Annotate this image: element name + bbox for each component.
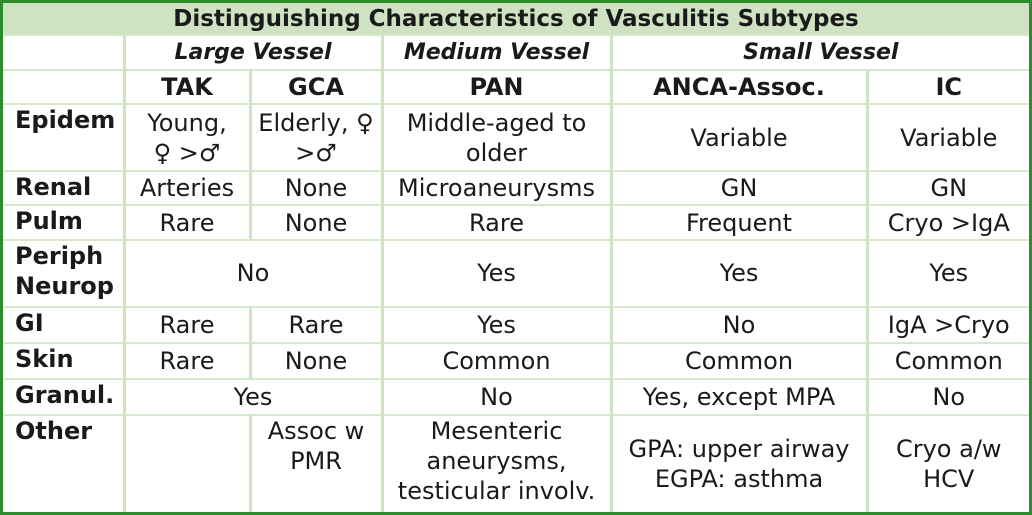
cell-granul-anca: Yes, except MPA <box>609 378 867 415</box>
table-row-periph: Periph Neurop No Yes Yes Yes <box>3 238 1029 307</box>
cell-other-anca: GPA: upper airway EGPA: asthma <box>609 413 867 512</box>
row-label-periph: Periph Neurop <box>3 238 124 307</box>
cell-renal-ic: GN <box>865 169 1029 206</box>
row-label-line: Neurop <box>15 271 114 300</box>
cell-pulm-gca: None <box>248 204 382 240</box>
cell-line: HCV <box>923 464 975 493</box>
cell-line: Middle-aged to <box>406 108 587 137</box>
cell-granul-pan: No <box>380 378 611 415</box>
cell-granul-ic: No <box>865 378 1029 415</box>
cell-line: Mesenteric <box>430 416 563 445</box>
table-row-pulm: Pulm Rare None Rare Frequent Cryo >IgA <box>3 204 1029 240</box>
cell-gi-pan: Yes <box>380 305 611 343</box>
cell-other-pan: Mesenteric aneurysms, testicular involv. <box>380 413 611 512</box>
cell-pulm-pan: Rare <box>380 204 611 240</box>
vasculitis-table: Distinguishing Characteristics of Vascul… <box>3 3 1029 512</box>
title-row: Distinguishing Characteristics of Vascul… <box>3 3 1029 36</box>
cell-pulm-ic: Cryo >IgA <box>865 204 1029 240</box>
cell-other-gca: Assoc w PMR <box>248 413 382 512</box>
cell-gi-gca: Rare <box>248 305 382 343</box>
row-label-skin: Skin <box>3 341 124 380</box>
cell-line: older <box>465 138 528 167</box>
row-label-granul: Granul. <box>3 378 124 415</box>
column-header-gca: GCA <box>248 68 382 105</box>
cell-periph-anca: Yes <box>609 238 867 307</box>
cell-line: Assoc w <box>267 416 365 445</box>
column-header-pan: PAN <box>380 68 611 105</box>
table-row-granul: Granul. Yes No Yes, except MPA No <box>3 378 1029 415</box>
column-header-tak: TAK <box>122 68 250 105</box>
cell-pulm-tak: Rare <box>122 204 250 240</box>
cell-skin-anca: Common <box>609 341 867 380</box>
corner-cell <box>3 34 124 70</box>
cell-line: testicular involv. <box>397 476 596 505</box>
cell-gi-ic: IgA >Cryo <box>865 305 1029 343</box>
vessel-size-row: Large Vessel Medium Vessel Small Vessel <box>3 34 1029 70</box>
cell-epidem-tak: Young, ♀ >♂ <box>122 103 250 171</box>
table-row-gi: GI Rare Rare Yes No IgA >Cryo <box>3 305 1029 343</box>
cell-renal-gca: None <box>248 169 382 206</box>
cell-granul-tak-gca: Yes <box>122 378 382 415</box>
column-header-row: TAK GCA PAN ANCA-Assoc. IC <box>3 68 1029 105</box>
medium-vessel-header: Medium Vessel <box>380 34 611 70</box>
corner-cell <box>3 68 124 105</box>
cell-line: Elderly, ♀ <box>258 108 374 137</box>
row-label-epidem: Epidem <box>3 103 124 171</box>
large-vessel-header: Large Vessel <box>122 34 382 70</box>
cell-pulm-anca: Frequent <box>609 204 867 240</box>
cell-gi-anca: No <box>609 305 867 343</box>
cell-skin-ic: Common <box>865 341 1029 380</box>
cell-skin-tak: Rare <box>122 341 250 380</box>
cell-line: EGPA: asthma <box>654 464 824 493</box>
cell-line: GPA: upper airway <box>628 434 850 463</box>
cell-skin-gca: None <box>248 341 382 380</box>
row-label-other: Other <box>3 413 124 512</box>
column-header-ic: IC <box>865 68 1029 105</box>
cell-line: aneurysms, <box>426 446 567 475</box>
table-title: Distinguishing Characteristics of Vascul… <box>3 3 1029 36</box>
table-row-renal: Renal Arteries None Microaneurysms GN GN <box>3 169 1029 206</box>
cell-line: Cryo a/w <box>895 434 1002 463</box>
cell-renal-tak: Arteries <box>122 169 250 206</box>
cell-renal-anca: GN <box>609 169 867 206</box>
row-label-renal: Renal <box>3 169 124 206</box>
small-vessel-header: Small Vessel <box>609 34 1029 70</box>
table-row-skin: Skin Rare None Common Common Common <box>3 341 1029 380</box>
cell-gi-tak: Rare <box>122 305 250 343</box>
row-label-gi: GI <box>3 305 124 343</box>
row-label-pulm: Pulm <box>3 204 124 240</box>
cell-epidem-gca: Elderly, ♀ >♂ <box>248 103 382 171</box>
cell-line: >♂ <box>295 138 337 167</box>
cell-other-ic: Cryo a/w HCV <box>865 413 1029 512</box>
cell-other-tak <box>122 413 250 512</box>
cell-epidem-pan: Middle-aged to older <box>380 103 611 171</box>
cell-epidem-anca: Variable <box>609 103 867 171</box>
column-header-anca: ANCA-Assoc. <box>609 68 867 105</box>
cell-epidem-ic: Variable <box>865 103 1029 171</box>
cell-periph-tak-gca: No <box>122 238 382 307</box>
table-row-epidem: Epidem Young, ♀ >♂ Elderly, ♀ >♂ Middle-… <box>3 103 1029 171</box>
cell-skin-pan: Common <box>380 341 611 380</box>
cell-periph-ic: Yes <box>865 238 1029 307</box>
cell-line: ♀ >♂ <box>153 138 221 167</box>
cell-line: PMR <box>290 446 342 475</box>
cell-periph-pan: Yes <box>380 238 611 307</box>
cell-renal-pan: Microaneurysms <box>380 169 611 206</box>
cell-line: Young, <box>147 108 227 137</box>
table-row-other: Other Assoc w PMR Mesenteric aneurysms, … <box>3 413 1029 512</box>
row-label-line: Periph <box>15 241 104 270</box>
